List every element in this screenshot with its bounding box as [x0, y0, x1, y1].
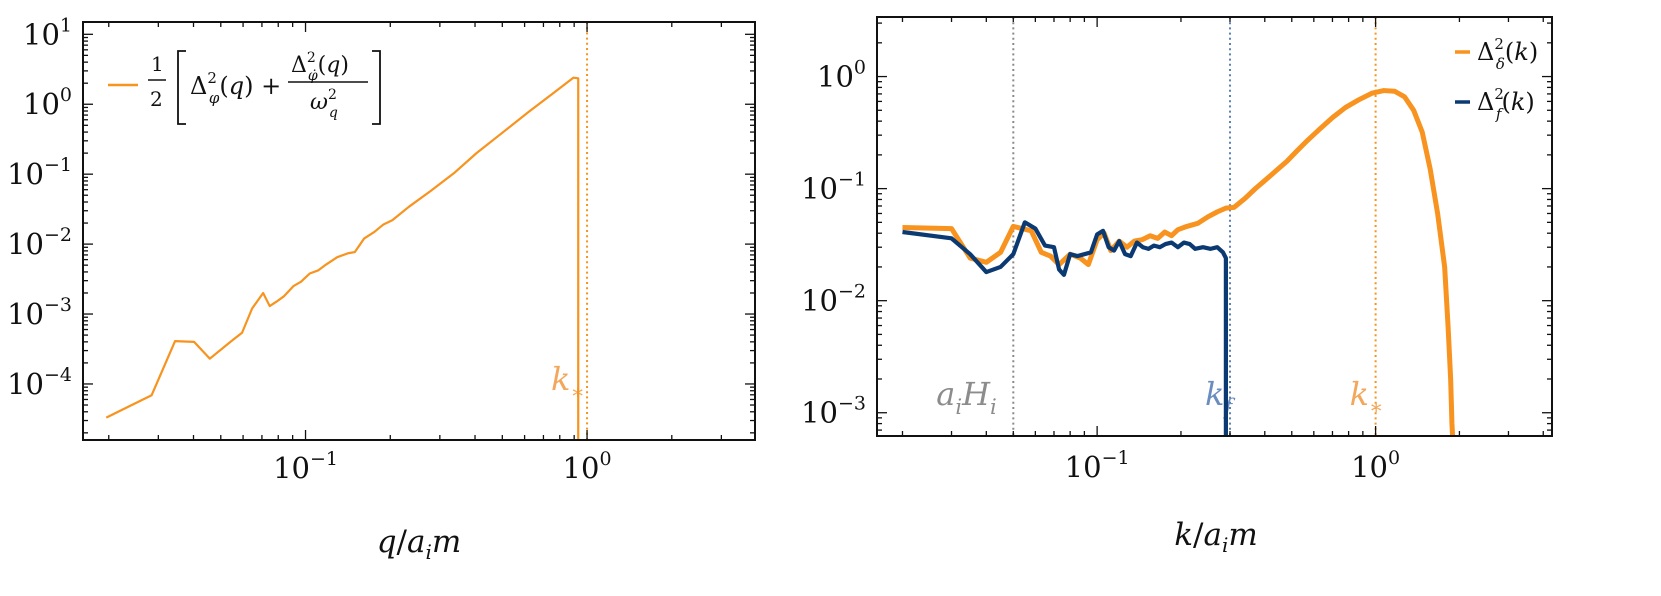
- y-tick-label: 100: [817, 57, 866, 94]
- x-axis-label: q/aim: [377, 524, 462, 564]
- x-tick-label: 100: [1351, 447, 1400, 484]
- y-tick-label: 10−1: [7, 154, 72, 191]
- x-tick-label: 10−1: [1065, 447, 1130, 484]
- y-tick-label: 10−4: [7, 364, 72, 401]
- svg-text:2: 2: [150, 87, 163, 111]
- legend: Δ2 δ(k) Δ2 f(k): [1455, 35, 1538, 123]
- x-axis-label: k/aim: [1174, 517, 1258, 557]
- tick-marks: [877, 17, 1552, 436]
- x-tick-label: 10−1: [273, 448, 338, 485]
- y-tick-label: 10−2: [801, 281, 866, 318]
- svg-text:Δ2φ̇(q): Δ2 φ̇(q): [291, 50, 349, 84]
- tick-marks: [83, 22, 755, 440]
- left-panel: k∗ 10−1 100 10−4 10−3 10−2 10−1 100 101 q/aim 1 2 Δ2…: [7, 14, 756, 564]
- y-tick-label: 10−2: [7, 224, 72, 261]
- legend: 1 2 Δ2 φ(q) + Δ2 φ̇(q) ω2 q: [108, 50, 381, 125]
- x-tick-label: 100: [563, 448, 612, 485]
- vline-label-k: k∗: [551, 360, 585, 404]
- plot-frame: [876, 16, 1553, 437]
- y-tick-label: 101: [23, 14, 72, 51]
- series-line-spectrum: [105, 76, 580, 440]
- svg-text:1: 1: [151, 52, 164, 76]
- svg-text:ω2q: ω2 q: [310, 87, 338, 121]
- legend-entry-delta: Δ2 δ(k): [1477, 35, 1538, 73]
- legend-entry: 1 2 Δ2 φ(q) + Δ2 φ̇(q) ω2 q: [148, 50, 381, 125]
- y-tick-label: 10−3: [801, 393, 866, 430]
- svg-text:Δ2φ(q) +: Δ2 φ(q) +: [190, 69, 281, 107]
- y-tick-label: 10−3: [7, 294, 72, 331]
- y-tick-label: 100: [23, 84, 72, 121]
- legend-entry-f: Δ2 f(k): [1477, 85, 1535, 123]
- vline-label-aihi: aiHi: [936, 375, 997, 419]
- y-tick-label: 10−1: [801, 169, 866, 206]
- series-line-f: [902, 220, 1228, 436]
- vline-label-k: k∗: [1350, 375, 1384, 419]
- plot-frame: [82, 21, 756, 441]
